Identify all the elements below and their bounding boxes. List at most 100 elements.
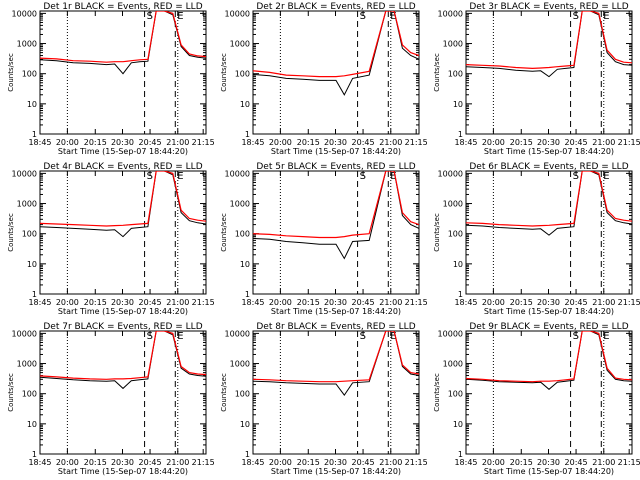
series-line-events [40, 11, 206, 75]
x-tick-label: 21:00 [592, 138, 615, 147]
y-tick-label: 100 [235, 230, 250, 239]
y-axis-label: Counts/sec [220, 373, 228, 412]
marker-label: E [390, 171, 396, 182]
y-tick-label: 10 [453, 100, 463, 109]
x-tick-label: 18:45 [241, 458, 264, 467]
x-tick-label: 20:00 [56, 138, 79, 147]
marker-label: E [603, 331, 609, 342]
y-tick-label: 1000 [443, 40, 463, 49]
x-axis-label: Start Time (15-Sep-07 18:44:20) [271, 147, 401, 156]
marker-label: E [177, 171, 183, 182]
series-line-lld [253, 331, 419, 383]
y-tick-label: 1000 [230, 200, 250, 209]
y-tick-label: 1 [32, 290, 37, 299]
y-tick-label: 10000 [225, 329, 250, 338]
y-tick-label: 10000 [438, 329, 463, 338]
x-tick-label: 21:00 [592, 458, 615, 467]
y-tick-label: 10 [240, 260, 250, 269]
series-line-events [466, 11, 632, 78]
plot-frame [252, 330, 420, 455]
x-tick-label: 20:15 [297, 298, 320, 307]
x-tick-label: 20:00 [482, 298, 505, 307]
y-tick-label: 1 [245, 450, 250, 459]
x-tick-label: 20:30 [111, 458, 134, 467]
x-tick-label: 20:45 [139, 298, 162, 307]
y-tick-label: 1000 [17, 40, 37, 49]
x-tick-label: 20:00 [269, 458, 292, 467]
x-tick-label: 20:45 [352, 138, 375, 147]
y-axis-label: Counts/sec [7, 53, 15, 92]
x-axis-label: Start Time (15-Sep-07 18:44:20) [271, 467, 401, 476]
plot-frame [39, 10, 207, 135]
series-line-events [466, 171, 632, 236]
panel-title: Det 6r BLACK = Events, RED = LLD [469, 162, 628, 172]
y-tick-label: 1 [32, 450, 37, 459]
x-tick-label: 21:15 [192, 298, 215, 307]
y-tick-label: 10 [453, 260, 463, 269]
x-tick-label: 18:45 [28, 138, 51, 147]
x-tick-label: 21:00 [166, 138, 189, 147]
y-tick-label: 10 [27, 420, 37, 429]
series-line-lld [466, 171, 632, 227]
marker-label: E [177, 331, 183, 342]
y-tick-label: 1 [32, 130, 37, 139]
x-axis-label: Start Time (15-Sep-07 18:44:20) [484, 147, 614, 156]
y-axis-label: Counts/sec [433, 373, 441, 412]
x-tick-label: 21:15 [618, 298, 640, 307]
panel-det-3: Det 3r BLACK = Events, RED = LLD 1 10 100 10… [433, 2, 640, 156]
x-tick-label: 18:45 [454, 458, 477, 467]
y-axis-label: Counts/sec [7, 213, 15, 252]
x-tick-label: 21:00 [592, 298, 615, 307]
y-tick-label: 100 [22, 70, 37, 79]
x-tick-label: 20:00 [269, 298, 292, 307]
y-tick-label: 10 [453, 420, 463, 429]
x-tick-label: 20:30 [537, 458, 560, 467]
panel-det-7: Det 7r BLACK = Events, RED = LLD 1 10 100 10… [7, 322, 215, 476]
series-line-events [466, 331, 632, 390]
panel-det-4: Det 4r BLACK = Events, RED = LLD 1 10 100 10… [7, 162, 215, 316]
y-tick-label: 10 [240, 100, 250, 109]
x-tick-label: 20:45 [352, 458, 375, 467]
series-line-lld [40, 171, 206, 227]
y-tick-label: 1 [245, 290, 250, 299]
x-tick-label: 20:00 [56, 458, 79, 467]
x-axis-label: Start Time (15-Sep-07 18:44:20) [271, 307, 401, 316]
y-axis-label: Counts/sec [433, 53, 441, 92]
panel-title: Det 4r BLACK = Events, RED = LLD [43, 162, 202, 172]
x-axis-label: Start Time (15-Sep-07 18:44:20) [58, 147, 188, 156]
x-tick-label: 21:00 [379, 138, 402, 147]
x-tick-label: 20:45 [565, 298, 588, 307]
x-tick-label: 20:00 [269, 138, 292, 147]
plot-frame [252, 10, 420, 135]
x-axis-label: Start Time (15-Sep-07 18:44:20) [58, 307, 188, 316]
x-tick-label: 21:00 [379, 298, 402, 307]
panel-title: Det 1r BLACK = Events, RED = LLD [43, 2, 202, 12]
x-tick-label: 21:15 [618, 458, 640, 467]
y-axis-label: Counts/sec [7, 373, 15, 412]
x-tick-label: 21:15 [405, 298, 428, 307]
y-tick-label: 1000 [230, 40, 250, 49]
panel-det-8: Det 8r BLACK = Events, RED = LLD 1 10 100 10… [220, 322, 428, 476]
x-tick-label: 20:45 [565, 458, 588, 467]
x-tick-label: 21:15 [192, 458, 215, 467]
series-line-lld [466, 331, 632, 383]
x-tick-label: 20:15 [297, 138, 320, 147]
x-tick-label: 20:15 [84, 138, 107, 147]
x-tick-label: 20:45 [352, 298, 375, 307]
plot-frame [465, 170, 633, 295]
y-axis-label: Counts/sec [220, 53, 228, 92]
x-tick-label: 20:45 [565, 138, 588, 147]
series-line-lld [253, 11, 419, 78]
x-tick-label: 21:00 [166, 458, 189, 467]
x-tick-label: 20:30 [111, 138, 134, 147]
marker-label: S [147, 11, 153, 22]
marker-label: S [573, 11, 579, 22]
x-tick-label: 20:00 [482, 138, 505, 147]
panel-det-5: Det 5r BLACK = Events, RED = LLD 1 10 100 10… [220, 162, 428, 316]
y-tick-label: 1000 [443, 360, 463, 369]
y-tick-label: 100 [448, 390, 463, 399]
y-tick-label: 100 [22, 230, 37, 239]
plot-frame [39, 330, 207, 455]
x-tick-label: 18:45 [241, 138, 264, 147]
y-axis-label: Counts/sec [433, 213, 441, 252]
